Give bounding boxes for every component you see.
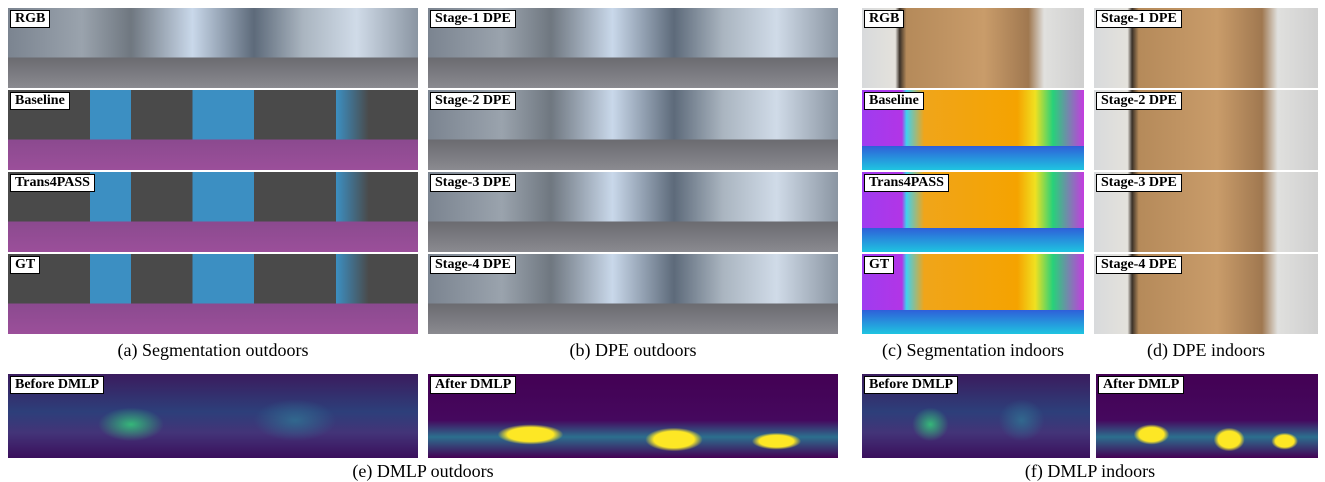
panel-image: Stage-3 DPE (1094, 172, 1318, 252)
row-label: Trans4PASS (864, 174, 949, 192)
panel-image: Trans4PASS (8, 172, 418, 252)
panel-image: Stage-1 DPE (428, 8, 838, 88)
row-label: GT (864, 256, 895, 274)
map-label: After DMLP (1098, 376, 1185, 394)
row-label: RGB (864, 10, 905, 28)
panel-image: Stage-4 DPE (1094, 254, 1318, 334)
heatmap-image: Before DMLP (862, 374, 1090, 458)
panel-caption: (b) DPE outdoors (569, 340, 697, 360)
panel-image: RGB (862, 8, 1084, 88)
row-label: Stage-3 DPE (430, 174, 516, 192)
row-label: Trans4PASS (10, 174, 95, 192)
panel-image: GT (8, 254, 418, 334)
panel-caption: (f) DMLP indoors (1024, 461, 1156, 481)
panel-image: Stage-2 DPE (1094, 90, 1318, 170)
panel-image: RGB (8, 8, 418, 88)
panel-caption: (e) DMLP outdoors (352, 461, 494, 481)
row-label: Stage-4 DPE (1096, 256, 1182, 274)
heatmap-image: After DMLP (1096, 374, 1318, 458)
heatmap-image: After DMLP (428, 374, 838, 458)
row-label: Baseline (10, 92, 70, 110)
row-label: RGB (10, 10, 51, 28)
heatmap-image: Before DMLP (8, 374, 418, 458)
map-label: After DMLP (430, 376, 517, 394)
row-label: Stage-2 DPE (1096, 92, 1182, 110)
row-label: Stage-4 DPE (430, 256, 516, 274)
panel-image: Stage-1 DPE (1094, 8, 1318, 88)
row-label: Stage-1 DPE (430, 10, 516, 28)
panel-image: GT (862, 254, 1084, 334)
panel-image: Stage-2 DPE (428, 90, 838, 170)
row-label: Stage-2 DPE (430, 92, 516, 110)
panel-image: Stage-4 DPE (428, 254, 838, 334)
map-label: Before DMLP (864, 376, 959, 394)
panel-image: Trans4PASS (862, 172, 1084, 252)
panel-image: Baseline (8, 90, 418, 170)
panel-image: Stage-3 DPE (428, 172, 838, 252)
row-label: Stage-3 DPE (1096, 174, 1182, 192)
map-label: Before DMLP (10, 376, 105, 394)
panel-caption: (c) Segmentation indoors (882, 340, 1064, 360)
panel-caption: (a) Segmentation outdoors (117, 340, 309, 360)
row-label: GT (10, 256, 41, 274)
panel-caption: (d) DPE indoors (1147, 340, 1265, 360)
row-label: Stage-1 DPE (1096, 10, 1182, 28)
panel-image: Baseline (862, 90, 1084, 170)
row-label: Baseline (864, 92, 924, 110)
